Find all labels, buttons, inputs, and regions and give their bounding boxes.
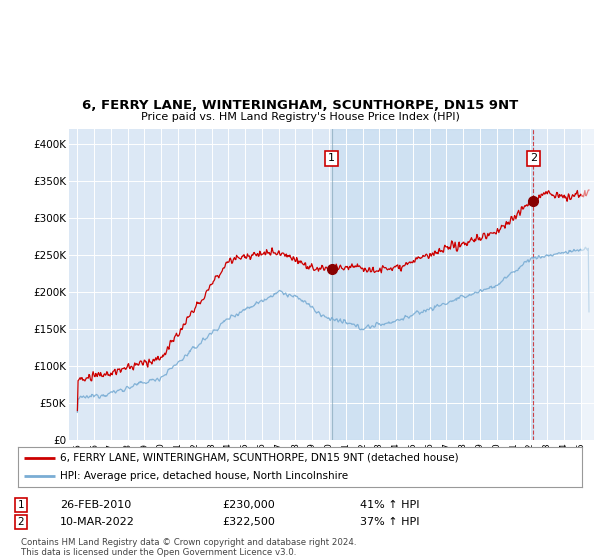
Text: 37% ↑ HPI: 37% ↑ HPI — [360, 517, 419, 527]
Text: Price paid vs. HM Land Registry's House Price Index (HPI): Price paid vs. HM Land Registry's House … — [140, 111, 460, 122]
Bar — [331, 129, 533, 440]
Bar — [581, 129, 598, 440]
Text: 41% ↑ HPI: 41% ↑ HPI — [360, 500, 419, 510]
Text: HPI: Average price, detached house, North Lincolnshire: HPI: Average price, detached house, Nort… — [60, 472, 349, 481]
Text: 2: 2 — [530, 153, 537, 164]
Text: 6, FERRY LANE, WINTERINGHAM, SCUNTHORPE, DN15 9NT: 6, FERRY LANE, WINTERINGHAM, SCUNTHORPE,… — [82, 99, 518, 112]
Text: 10-MAR-2022: 10-MAR-2022 — [60, 517, 135, 527]
Text: 6, FERRY LANE, WINTERINGHAM, SCUNTHORPE, DN15 9NT (detached house): 6, FERRY LANE, WINTERINGHAM, SCUNTHORPE,… — [60, 453, 459, 463]
Text: 26-FEB-2010: 26-FEB-2010 — [60, 500, 131, 510]
Text: 2: 2 — [17, 517, 25, 527]
Text: 1: 1 — [328, 153, 335, 164]
Text: Contains HM Land Registry data © Crown copyright and database right 2024.
This d: Contains HM Land Registry data © Crown c… — [21, 538, 356, 557]
Text: £230,000: £230,000 — [222, 500, 275, 510]
Text: £322,500: £322,500 — [222, 517, 275, 527]
Text: 1: 1 — [17, 500, 25, 510]
